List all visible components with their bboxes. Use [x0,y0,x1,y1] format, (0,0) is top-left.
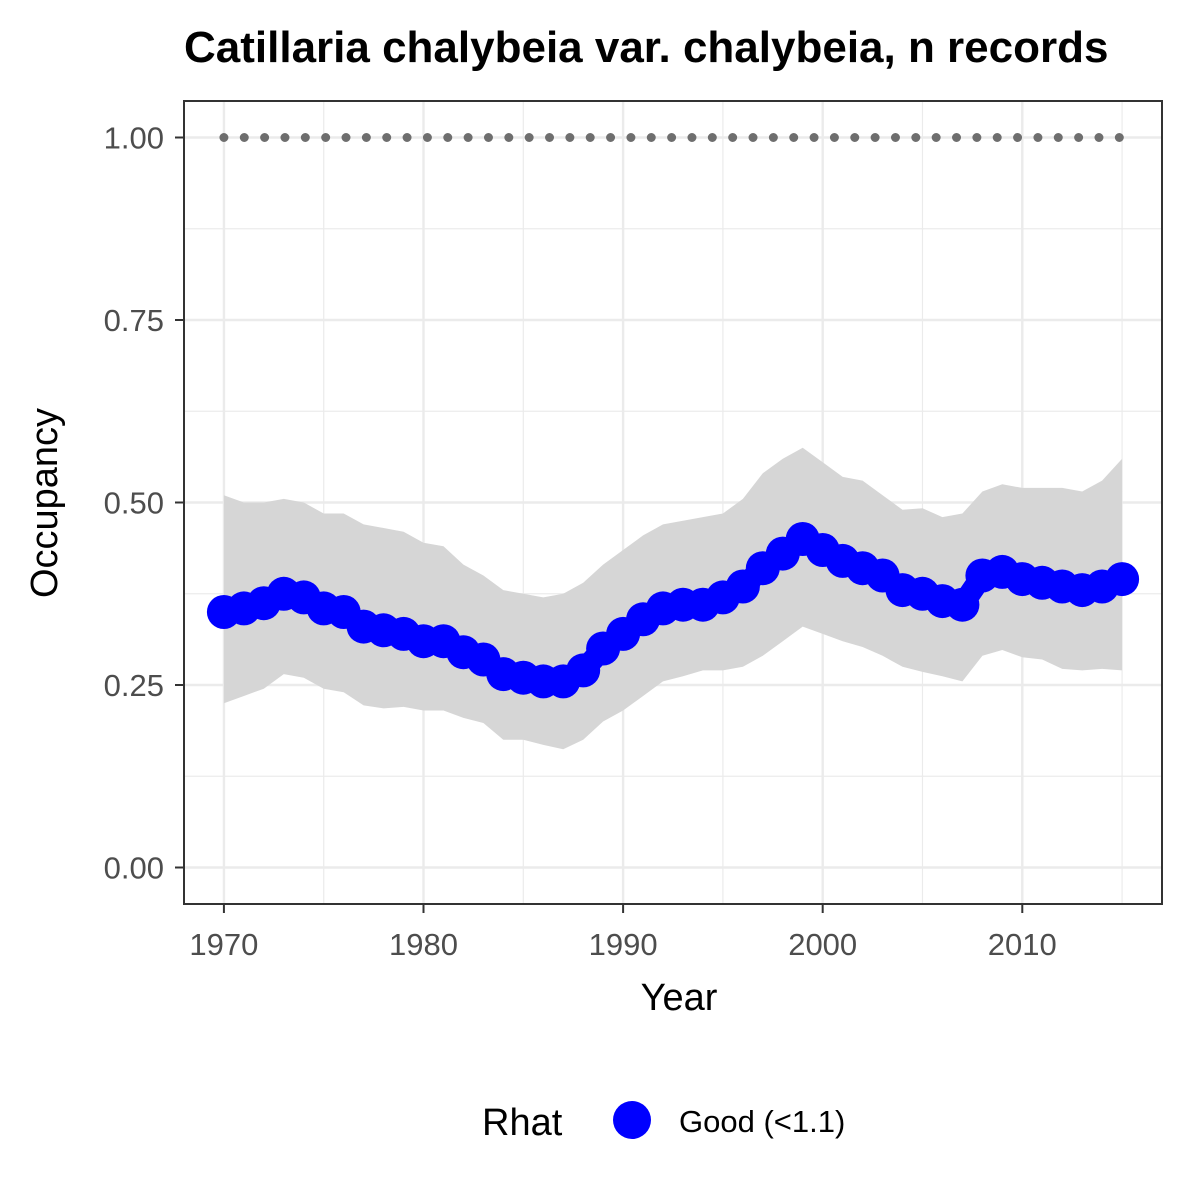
data-point [1105,562,1140,597]
chart-title: Catillaria chalybeia var. chalybeia, n r… [184,23,1108,72]
y-tick-label: 0.50 [104,486,164,521]
y-tick-label: 0.00 [104,851,164,886]
axis-layer: 1970 1980 1990 2000 2010 0.00 0.25 0.50 0.75 1.00 [104,121,1057,963]
x-tick-label: 1990 [589,927,658,962]
x-axis-title: Year [641,977,718,1019]
data-point [945,587,980,622]
y-axis-title: Occupancy [24,408,66,598]
x-tick-label: 1970 [189,927,258,962]
legend: Rhat Good (<1.1) [482,1101,845,1144]
x-tick-label: 2010 [988,927,1057,962]
x-tick-label: 1980 [389,927,458,962]
legend-title: Rhat [482,1102,563,1144]
legend-label-good: Good (<1.1) [679,1104,845,1139]
y-tick-label: 0.75 [104,303,164,338]
x-tick-label: 2000 [788,927,857,962]
y-tick-label: 0.25 [104,668,164,703]
y-tick-label: 1.00 [104,121,164,156]
legend-key-good [613,1101,651,1139]
data-point [566,653,601,688]
series-point-layer [206,522,1140,699]
